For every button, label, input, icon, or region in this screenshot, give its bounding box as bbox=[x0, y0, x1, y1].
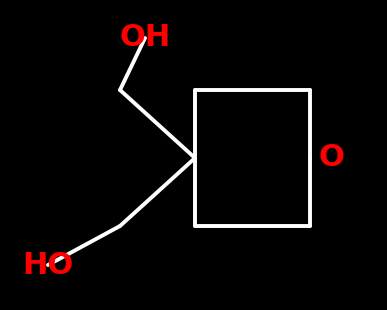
Text: O: O bbox=[318, 144, 344, 172]
Text: HO: HO bbox=[22, 250, 74, 280]
Text: OH: OH bbox=[119, 24, 171, 52]
